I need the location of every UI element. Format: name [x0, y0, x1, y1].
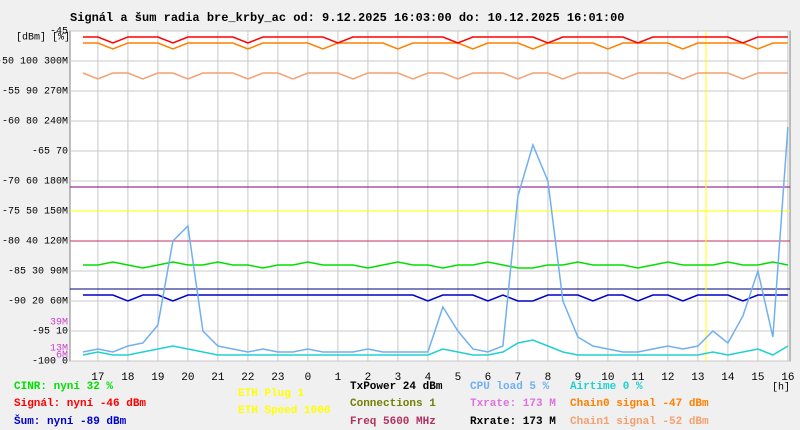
- legend-entry: CPU load 5 %: [470, 381, 550, 393]
- y-tick-label: -45: [50, 27, 68, 38]
- legend-entry: ETH Speed 1000: [238, 405, 330, 417]
- legend-entry: Connections 1: [350, 398, 436, 410]
- series-line: [82, 261, 789, 269]
- x-tick-label: 22: [241, 372, 254, 384]
- series-line: [82, 42, 788, 50]
- x-tick-label: 9: [575, 372, 582, 384]
- series-line: [82, 36, 788, 44]
- x-tick-label: 10: [601, 372, 614, 384]
- x-tick-label: 1: [335, 372, 342, 384]
- series-line: [82, 294, 788, 302]
- y-tick-label: -65 70: [32, 147, 68, 158]
- legend-entry: TxPower 24 dBm: [350, 381, 443, 393]
- x-tick-label: 17: [91, 372, 104, 384]
- legend-entry: Chain1 signal -52 dBm: [570, 416, 709, 428]
- legend-entry: Chain0 signal -47 dBm: [570, 398, 709, 410]
- y-tick-label: -75 50 150M: [2, 207, 68, 218]
- series-line: [82, 126, 789, 353]
- legend-entry: Airtime 0 %: [570, 381, 643, 393]
- legend-entry: ETH Plug 1: [238, 388, 304, 400]
- x-tick-label: 15: [751, 372, 764, 384]
- x-tick-label: 14: [721, 372, 735, 384]
- x-tick-label: 6: [485, 372, 492, 384]
- x-tick-label: 3: [395, 372, 402, 384]
- y-tick-label: -55 90 270M: [2, 87, 68, 98]
- x-tick-label: 4: [425, 372, 432, 384]
- legend-entry: Txrate: 173 M: [470, 398, 556, 410]
- y-tick-label: -70 60 180M: [2, 177, 68, 188]
- x-tick-label: 2: [365, 372, 372, 384]
- x-tick-label: 11: [631, 372, 645, 384]
- y-tick-label: -80 40 120M: [2, 237, 68, 248]
- y-tick-label: -50 100 300M: [0, 57, 68, 68]
- x-tick-label: 12: [661, 372, 674, 384]
- series-line: [82, 339, 789, 356]
- x-tick-label: 7: [515, 372, 522, 384]
- legend-entry: CINR: nyní 32 %: [14, 381, 113, 393]
- rate-label: 13M: [50, 344, 68, 355]
- rate-label: 39M: [50, 318, 68, 329]
- legend-entry: Rxrate: 173 M: [470, 416, 556, 428]
- x-tick-label: 0: [305, 372, 312, 384]
- x-tick-label: 20: [181, 372, 194, 384]
- chart-title: Signál a šum radia bre_krby_ac od: 9.12.…: [70, 11, 625, 25]
- x-tick-label: 18: [121, 372, 134, 384]
- x-tick-label: 21: [211, 372, 225, 384]
- x-tick-label: 23: [271, 372, 284, 384]
- x-tick-label: 19: [151, 372, 164, 384]
- legend-entry: Signál: nyní -46 dBm: [14, 398, 146, 410]
- x-tick-label: 5: [455, 372, 462, 384]
- y-tick-label: -90 20 60M: [8, 297, 68, 308]
- y-tick-label: -100 0: [32, 357, 68, 368]
- plot-area: [69, 30, 791, 362]
- y-unit-label: [dBm] [%]: [16, 32, 70, 44]
- series-line: [82, 72, 788, 80]
- y-tick-label: -95 10: [32, 327, 68, 338]
- legend-entry: Freq 5600 MHz: [350, 416, 436, 428]
- legend-entry: Šum: nyní -89 dBm: [14, 414, 127, 428]
- y-tick-label: -60 80 240M: [2, 117, 68, 128]
- x-tick-label: 16: [781, 372, 794, 384]
- rate-label: 6M: [56, 351, 68, 362]
- y-tick-label: -85 30 90M: [8, 267, 68, 278]
- x-unit-label: [h]: [772, 382, 790, 394]
- x-tick-label: 8: [545, 372, 552, 384]
- x-tick-label: 13: [691, 372, 704, 384]
